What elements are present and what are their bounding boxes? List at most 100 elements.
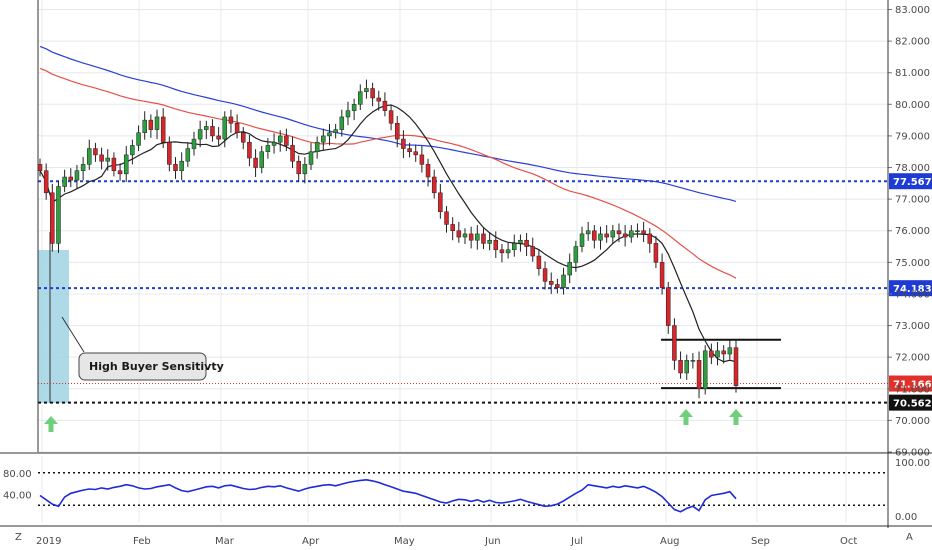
level-badge bbox=[889, 375, 932, 392]
candle-body bbox=[308, 151, 314, 165]
candle-body bbox=[456, 230, 462, 238]
candle-body bbox=[259, 151, 264, 168]
y-tick-label: 80.000 bbox=[895, 100, 930, 111]
candle-body bbox=[290, 145, 295, 162]
candle-body bbox=[561, 274, 566, 288]
candle-body bbox=[431, 176, 437, 194]
candle-body bbox=[462, 233, 468, 238]
osc-left-tick: 80.00 bbox=[3, 469, 32, 480]
candle-body bbox=[641, 230, 646, 235]
y-tick-label: 74.000 bbox=[895, 289, 930, 300]
candle-body bbox=[160, 116, 166, 143]
candle-body bbox=[253, 157, 258, 168]
candle-body bbox=[635, 230, 640, 232]
candle-body bbox=[629, 230, 634, 238]
candle-body bbox=[555, 284, 560, 288]
oscillator-line bbox=[39, 478, 737, 513]
candle-body bbox=[87, 148, 92, 165]
y-tick-label: 77.000 bbox=[895, 195, 930, 206]
osc-right-tick: 100.00 bbox=[895, 458, 930, 469]
candle-body bbox=[530, 246, 535, 257]
y-tick-label: 78.000 bbox=[895, 163, 930, 174]
footer-left[interactable]: Z bbox=[15, 532, 22, 543]
candle-body bbox=[167, 141, 172, 165]
candle-body bbox=[709, 350, 714, 358]
candle-body bbox=[99, 154, 104, 162]
candle-body bbox=[604, 233, 609, 238]
candle-body bbox=[721, 350, 726, 355]
candle-body bbox=[123, 154, 129, 175]
oscillator bbox=[39, 478, 737, 513]
candle-body bbox=[37, 164, 43, 171]
candle-body bbox=[727, 347, 733, 355]
candle-body bbox=[204, 126, 209, 130]
price-pane bbox=[38, 0, 888, 452]
arrows bbox=[44, 409, 743, 432]
candle-body bbox=[548, 281, 554, 285]
candle-body bbox=[358, 91, 363, 105]
candle-body bbox=[684, 360, 689, 374]
candle-body bbox=[622, 233, 628, 238]
candle-body bbox=[524, 239, 529, 247]
candle-body bbox=[148, 119, 154, 130]
candle-body bbox=[690, 360, 696, 362]
candle-body bbox=[573, 246, 579, 263]
candle-body bbox=[505, 249, 511, 254]
candle-body bbox=[659, 262, 665, 288]
moving-averages bbox=[39, 45, 737, 363]
callout[interactable]: High Buyer Sensitivty bbox=[61, 316, 224, 381]
candle-body bbox=[493, 239, 499, 250]
level-badge-label: 71.166 bbox=[893, 380, 932, 391]
candle-body bbox=[265, 145, 271, 152]
candle-body bbox=[370, 88, 375, 99]
ma-long-line bbox=[39, 45, 737, 202]
candle-body bbox=[672, 325, 677, 361]
candle-body bbox=[130, 145, 135, 156]
candle-body bbox=[68, 176, 74, 181]
candle-body bbox=[678, 360, 683, 374]
candle-body bbox=[191, 138, 197, 149]
candle-body bbox=[117, 170, 123, 175]
month-label: Jun bbox=[484, 536, 501, 547]
level-badge-label: 77.567 bbox=[893, 177, 932, 188]
candle-body bbox=[499, 249, 505, 254]
y-tick-label: 71.000 bbox=[895, 384, 930, 395]
candle-body bbox=[468, 233, 474, 241]
month-label: 2019 bbox=[36, 536, 61, 547]
level-badge bbox=[889, 173, 932, 190]
arrow-up-icon bbox=[679, 409, 693, 425]
candle-body bbox=[512, 243, 517, 250]
candle-body bbox=[296, 160, 301, 175]
candle-body bbox=[154, 116, 160, 130]
candle-body bbox=[339, 116, 345, 130]
candle-body bbox=[105, 157, 111, 162]
month-label: May bbox=[394, 536, 415, 547]
candle-body bbox=[438, 192, 443, 213]
candle-body bbox=[665, 287, 671, 326]
candle-body bbox=[425, 164, 431, 178]
footer-right[interactable]: A bbox=[906, 532, 913, 543]
y-tick-label: 70.000 bbox=[895, 416, 930, 427]
candle-body bbox=[542, 268, 548, 282]
price-grid bbox=[38, 0, 888, 453]
oscillator-grid bbox=[38, 456, 888, 522]
candle-body bbox=[185, 148, 191, 162]
candle-body bbox=[210, 126, 215, 137]
candles bbox=[37, 79, 739, 399]
arrow-up-icon bbox=[44, 416, 58, 432]
candle-body bbox=[277, 135, 283, 143]
candle-body bbox=[136, 132, 141, 146]
y-tick-label: 75.000 bbox=[895, 258, 930, 269]
candle-body bbox=[179, 160, 184, 171]
level-badge-label: 74.183 bbox=[893, 284, 932, 295]
level-lines: 77.567 74.183 71.166 70.562 bbox=[38, 173, 932, 411]
arrow-up-icon bbox=[729, 409, 743, 425]
candle-body bbox=[271, 141, 277, 146]
y-tick-label: 72.000 bbox=[895, 353, 930, 364]
candle-body bbox=[579, 233, 585, 247]
candle-body bbox=[142, 119, 147, 134]
candle-body bbox=[351, 104, 357, 111]
candle-body bbox=[444, 211, 449, 225]
candle-body bbox=[567, 262, 572, 276]
